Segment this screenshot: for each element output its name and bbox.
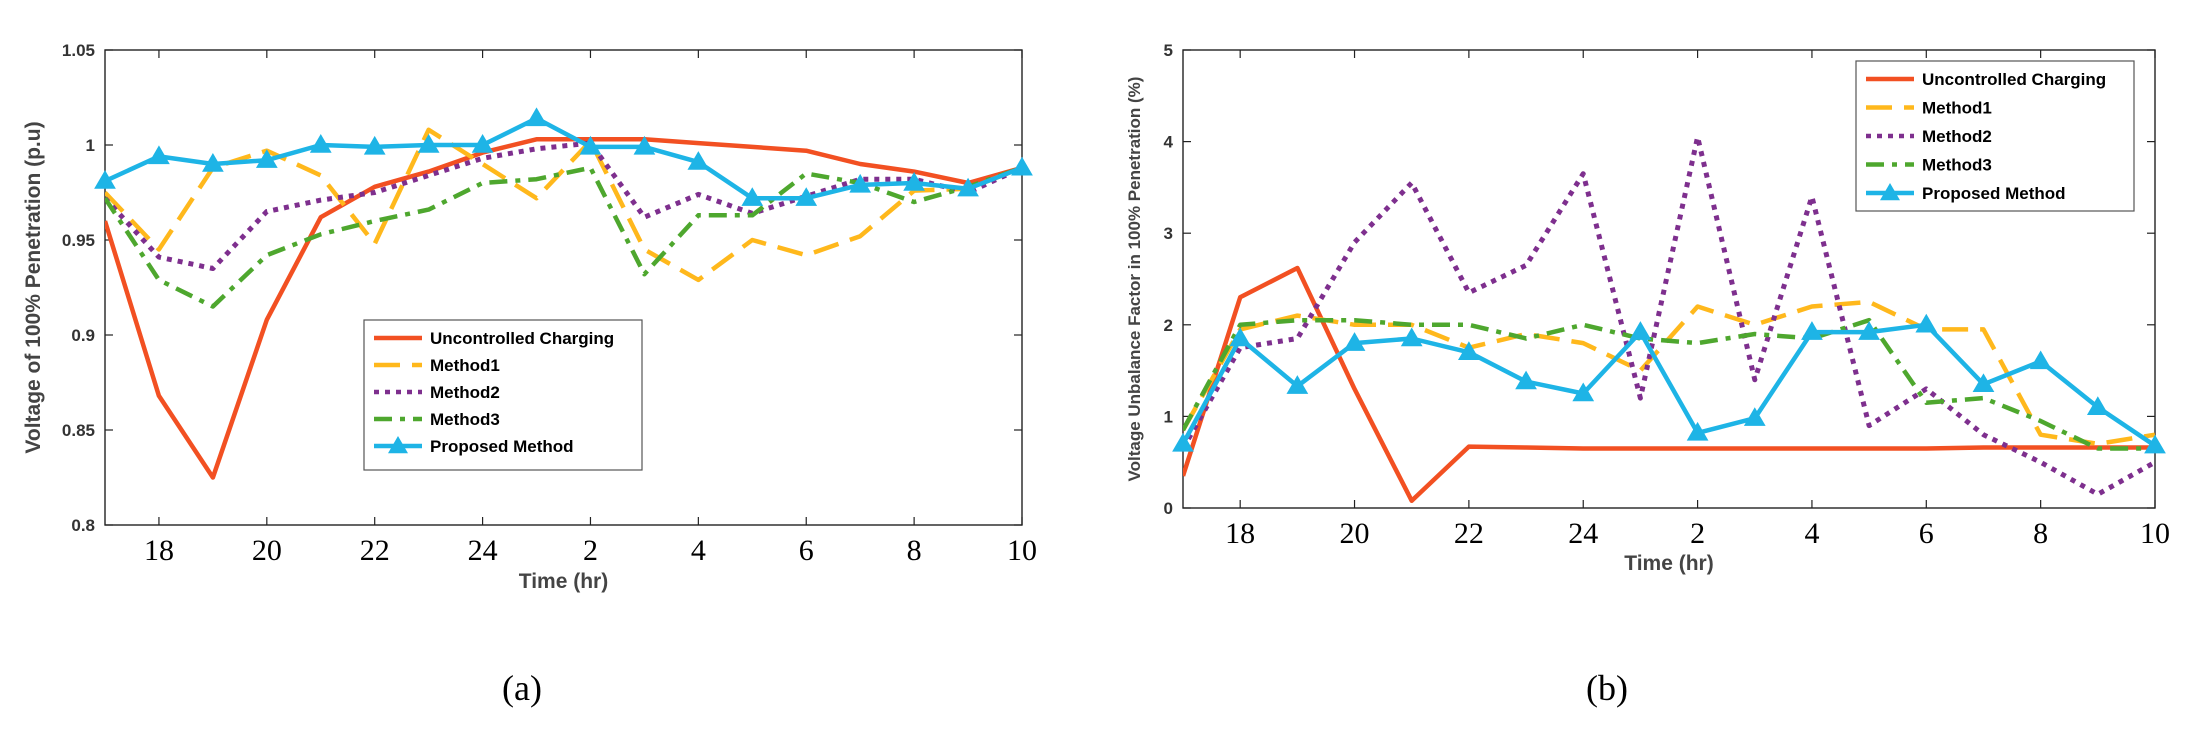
data-point-proposed <box>633 135 656 155</box>
x-tick-label: 10 <box>1007 534 1037 567</box>
series-line-uncontrolled <box>1183 265 2155 503</box>
legend-label-proposed: Proposed Method <box>430 437 574 456</box>
y-tick-label: 1.05 <box>62 41 95 60</box>
x-tick-label: 18 <box>1225 517 1255 550</box>
data-point-proposed <box>1972 373 1995 393</box>
data-point-proposed <box>1743 407 1766 426</box>
panel-caption: (a) <box>502 668 542 708</box>
x-tick-label: 6 <box>799 534 814 567</box>
data-point-proposed <box>741 187 764 206</box>
y-tick-label: 3 <box>1164 224 1173 243</box>
series-line-method2 <box>1183 134 2155 497</box>
data-point-proposed <box>849 173 872 193</box>
x-tick-label: 22 <box>1454 517 1484 550</box>
y-tick-label: 1 <box>1164 407 1173 426</box>
x-tick-label: 4 <box>1804 517 1819 550</box>
series-line-method2 <box>105 140 1022 271</box>
data-point-proposed <box>1858 321 1880 340</box>
series-line-method3 <box>1183 317 2155 451</box>
data-point-proposed <box>2144 434 2166 454</box>
y-tick-label: 0.95 <box>62 231 95 250</box>
data-point-proposed <box>1458 341 1480 360</box>
legend-label-method1: Method1 <box>1922 99 1992 118</box>
data-point-proposed <box>687 151 710 170</box>
y-tick-label: 2 <box>1164 316 1173 335</box>
panel-caption: (b) <box>1586 668 1628 708</box>
data-point-proposed <box>1343 332 1366 351</box>
data-point-proposed <box>1629 321 1652 340</box>
data-point-proposed <box>579 135 602 155</box>
legend-label-proposed: Proposed Method <box>1922 184 2066 203</box>
series-group <box>105 116 1022 480</box>
x-tick-label: 8 <box>907 534 922 567</box>
legend-marker-icon <box>388 436 408 454</box>
y-axis-label: Voltage Unbalance Factor in 100% Penetra… <box>1125 77 1144 482</box>
data-point-proposed <box>1801 321 1823 340</box>
legend-marker-icon <box>1880 183 1900 201</box>
x-tick-label: 2 <box>1690 517 1705 550</box>
x-tick-label: 2 <box>583 534 598 567</box>
y-tick-label: 0 <box>1164 499 1173 518</box>
series-group <box>1183 134 2155 503</box>
y-tick-label: 0.85 <box>62 421 95 440</box>
legend: Uncontrolled Charging Method1 Method2 Metho… <box>1855 60 2135 212</box>
data-point-proposed <box>1515 370 1537 390</box>
x-tick-label: 24 <box>1568 517 1598 550</box>
data-point-proposed <box>94 170 116 189</box>
x-tick-label: 24 <box>468 534 498 567</box>
legend-box <box>1855 60 2135 212</box>
data-point-proposed <box>2086 396 2109 415</box>
y-tick-label: 1 <box>86 136 95 155</box>
legend-label-method2: Method2 <box>430 383 500 402</box>
x-tick-label: 4 <box>691 534 706 567</box>
data-point-proposed <box>1915 313 1938 333</box>
x-tick-label: 10 <box>2140 517 2170 550</box>
y-tick-label: 0.9 <box>71 326 95 345</box>
legend-label-method3: Method3 <box>1922 156 1992 175</box>
x-tick-label: 20 <box>1340 517 1370 550</box>
x-axis-label: Time (hr) <box>1624 552 1713 575</box>
data-point-proposed <box>1400 327 1423 347</box>
x-tick-label: 18 <box>144 534 174 567</box>
y-tick-label: 5 <box>1164 41 1173 60</box>
data-point-proposed <box>1011 156 1033 176</box>
y-tick-label: 4 <box>1164 133 1174 152</box>
legend-label-uncontrolled: Uncontrolled Charging <box>430 329 614 348</box>
legend-label-uncontrolled: Uncontrolled Charging <box>1922 70 2106 89</box>
data-point-proposed <box>1572 382 1595 402</box>
data-point-proposed <box>1686 421 1709 441</box>
data-point-proposed <box>525 107 548 127</box>
data-point-proposed <box>471 134 494 153</box>
x-tick-label: 20 <box>252 534 282 567</box>
series-line-method1 <box>105 127 1022 283</box>
x-tick-label: 22 <box>360 534 390 567</box>
data-point-proposed <box>148 145 170 165</box>
x-tick-label: 6 <box>1919 517 1934 550</box>
data-point-proposed <box>1286 375 1309 394</box>
legend-label-method1: Method1 <box>430 356 500 375</box>
data-point-proposed <box>255 149 278 168</box>
legend-label-method2: Method2 <box>1922 127 1992 146</box>
y-tick-label: 0.8 <box>71 516 95 535</box>
data-point-proposed <box>795 187 818 206</box>
series-line-uncontrolled <box>105 137 1022 480</box>
legend-label-method3: Method3 <box>430 410 500 429</box>
data-point-proposed <box>903 172 925 191</box>
y-axis-label: Voltage of 100% Penetration (p.u) <box>22 121 45 453</box>
data-point-proposed <box>957 177 979 197</box>
data-point-proposed <box>2029 350 2052 370</box>
data-point-proposed <box>417 134 440 153</box>
legend: Uncontrolled Charging Method1 Method2 Metho… <box>363 319 643 471</box>
x-tick-label: 8 <box>2033 517 2048 550</box>
x-axis-label: Time (hr) <box>519 570 608 593</box>
series-line-proposed <box>105 116 1022 201</box>
data-point-proposed <box>309 134 332 153</box>
data-point-proposed <box>1229 327 1252 347</box>
data-point-proposed <box>1172 432 1194 452</box>
data-point-proposed <box>202 153 224 172</box>
data-point-proposed <box>363 135 386 155</box>
